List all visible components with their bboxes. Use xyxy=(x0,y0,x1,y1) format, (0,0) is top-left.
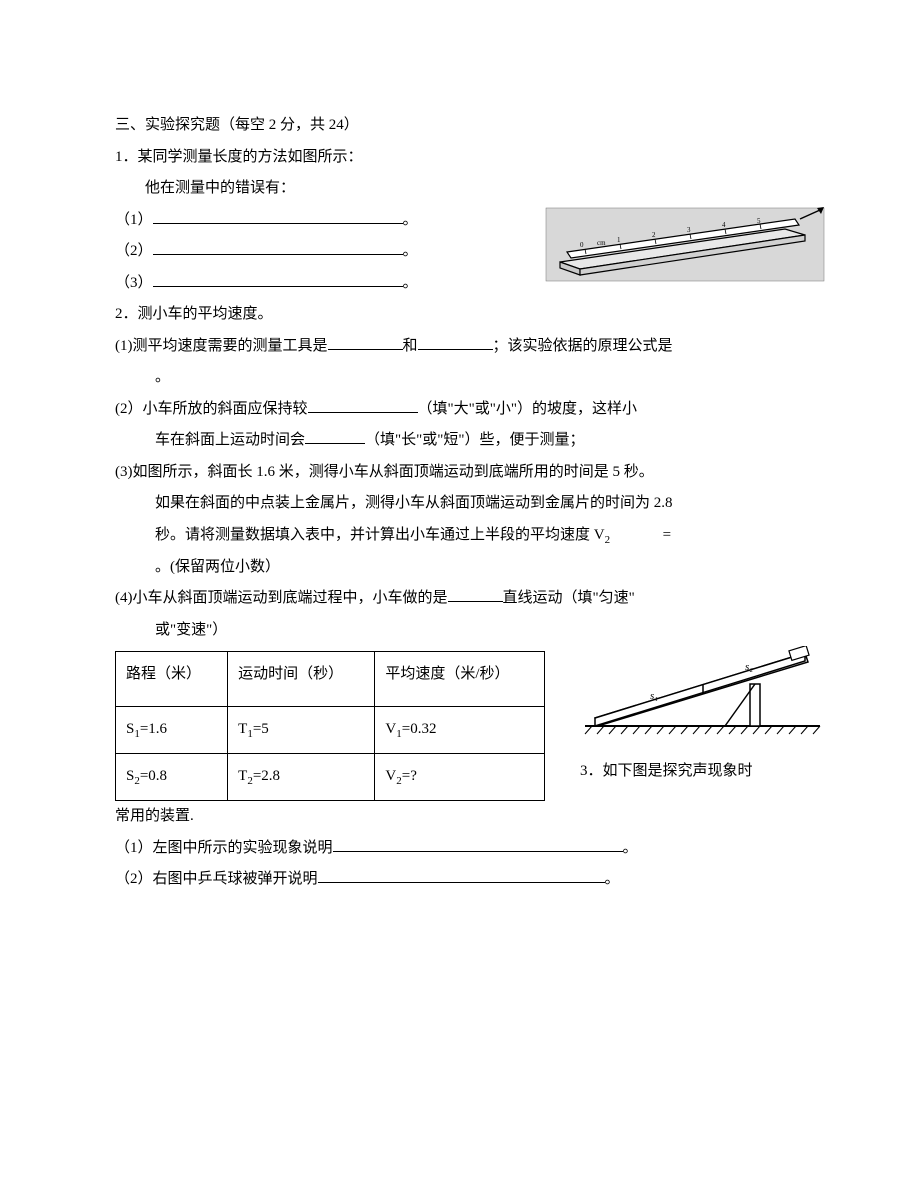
q2-sub3-eq: = xyxy=(663,527,671,543)
blank-fill[interactable] xyxy=(153,209,403,224)
q1-item2-label: （2） xyxy=(115,243,153,259)
q2-sub3-line3a: 秒。请将测量数据填入表中，并计算出小车通过上半段的平均速度 V xyxy=(155,527,605,543)
question-1: 1．某同学测量长度的方法如图所示： 他在测量中的错误有： （1） 。 （2） 。 （… xyxy=(115,142,805,300)
svg-text:1: 1 xyxy=(617,236,621,244)
q2-sub3-line1: (3)如图所示，斜面长 1.6 米，测得小车从斜面顶端运动到底端所用的时间是 5… xyxy=(115,457,805,489)
q2-sub2-line2b: （填"长"或"短"）些，便于测量； xyxy=(365,432,585,448)
cell-t2: T2=2.8 xyxy=(228,754,375,801)
q2-sub4-line2: 或"变速"） xyxy=(115,615,805,647)
table-header-row: 路程（米） 运动时间（秒） 平均速度（米/秒） xyxy=(116,652,545,707)
cell-v1: V1=0.32 xyxy=(375,707,545,754)
blank-fill[interactable] xyxy=(448,587,503,602)
q2-v2-sub: 2 xyxy=(605,534,611,546)
section-title: 三、实验探究题（每空 2 分，共 24） xyxy=(115,110,805,142)
period: 。 xyxy=(403,212,418,228)
table-header-time: 运动时间（秒） xyxy=(228,652,375,707)
q2-sub2-a: (2）小车所放的斜面应保持较 xyxy=(115,401,308,417)
q3-sub1: （1）左图中所示的实验现象说明 。 xyxy=(115,833,805,865)
data-table: 路程（米） 运动时间（秒） 平均速度（米/秒） S1=1.6 T1=5 V1=0… xyxy=(115,651,545,801)
svg-text:s₁: s₁ xyxy=(650,690,658,702)
svg-text:cm: cm xyxy=(597,239,606,247)
blank-fill[interactable] xyxy=(305,429,365,444)
q3-sub1-a: （1）左图中所示的实验现象说明 xyxy=(115,840,333,856)
table-row: S2=0.8 T2=2.8 V2=? xyxy=(116,754,545,801)
q2-sub2-b: （填"大"或"小"）的坡度，这样小 xyxy=(418,401,638,417)
q1-item3-label: （3） xyxy=(115,275,153,291)
q1-item1-label: （1） xyxy=(115,212,153,228)
q2-sub1-end: 。 xyxy=(115,362,805,394)
q2-sub3-line3: 秒。请将测量数据填入表中，并计算出小车通过上半段的平均速度 V2 = xyxy=(115,520,805,552)
q3-sub2-a: （2）右图中乒乓球被弹开说明 xyxy=(115,871,318,887)
svg-text:4: 4 xyxy=(722,221,726,229)
q2-sub4-a: (4)小车从斜面顶端运动到底端过程中，小车做的是 xyxy=(115,590,448,606)
blank-fill[interactable] xyxy=(325,868,605,883)
svg-text:5: 5 xyxy=(757,217,761,225)
period: 。 xyxy=(403,275,418,291)
period: 。 xyxy=(403,243,418,259)
cell-t1: T1=5 xyxy=(228,707,375,754)
cell-v2: V2=? xyxy=(375,754,545,801)
q1-intro: 1．某同学测量长度的方法如图所示： xyxy=(115,142,805,174)
table-header-speed: 平均速度（米/秒） xyxy=(375,652,545,707)
q2-sub1-a: (1)测平均速度需要的测量工具是 xyxy=(115,338,328,354)
q3-sub2-end: 。 xyxy=(605,871,620,887)
q2-sub1-c: ；该实验依据的原理公式是 xyxy=(493,338,673,354)
table-ramp-container: 路程（米） 运动时间（秒） 平均速度（米/秒） S1=1.6 T1=5 V1=0… xyxy=(115,651,805,801)
q1-sub-intro: 他在测量中的错误有： xyxy=(115,173,805,205)
svg-text:3: 3 xyxy=(687,226,691,234)
blank-fill[interactable] xyxy=(328,335,403,350)
q2-sub1: (1)测平均速度需要的测量工具是 和 ；该实验依据的原理公式是 xyxy=(115,331,805,363)
table-row: S1=1.6 T1=5 V1=0.32 xyxy=(116,707,545,754)
blank-fill[interactable] xyxy=(333,837,623,852)
question-2: 2．测小车的平均速度。 (1)测平均速度需要的测量工具是 和 ；该实验依据的原理公式… xyxy=(115,299,805,801)
blank-fill[interactable] xyxy=(308,398,418,413)
q2-sub2: (2）小车所放的斜面应保持较 （填"大"或"小"）的坡度，这样小 xyxy=(115,394,805,426)
q2-sub1-b: 和 xyxy=(403,338,418,354)
svg-text:2: 2 xyxy=(652,231,656,239)
ramp-diagram: s₁ s₂ xyxy=(580,646,825,741)
cell-s2: S2=0.8 xyxy=(116,754,228,801)
q3-intro-b: 常用的装置. xyxy=(115,801,805,833)
q2-sub2-line2: 车在斜面上运动时间会 （填"长"或"短"）些，便于测量； xyxy=(115,425,805,457)
q2-sub3-line2: 如果在斜面的中点装上金属片，测得小车从斜面顶端运动到金属片的时间为 2.8 xyxy=(115,488,805,520)
q3-intro-a: 3．如下图是探究声现象时 xyxy=(580,756,825,788)
dot-underline xyxy=(318,868,325,883)
cell-s1: S1=1.6 xyxy=(116,707,228,754)
document-content: 三、实验探究题（每空 2 分，共 24） 1．某同学测量长度的方法如图所示： 他… xyxy=(115,110,805,896)
blank-fill[interactable] xyxy=(153,272,403,287)
q2-sub4-b: 直线运动（填"匀速" xyxy=(503,590,635,606)
q2-sub4: (4)小车从斜面顶端运动到底端过程中，小车做的是 直线运动（填"匀速" xyxy=(115,583,805,615)
svg-text:0: 0 xyxy=(580,241,584,249)
q2-sub3-line4: 。(保留两位小数） xyxy=(115,552,805,584)
q3-sub1-end: 。 xyxy=(623,840,638,856)
table-header-path: 路程（米） xyxy=(116,652,228,707)
svg-text:s₂: s₂ xyxy=(745,661,753,673)
ruler-diagram: 0 cm 1 2 3 4 5 xyxy=(545,207,825,282)
q3-sub2: （2）右图中乒乓球被弹开说明 。 xyxy=(115,864,805,896)
q2-sub2-line2a: 车在斜面上运动时间会 xyxy=(155,432,305,448)
q2-title: 2．测小车的平均速度。 xyxy=(115,299,805,331)
blank-fill[interactable] xyxy=(153,240,403,255)
blank-fill[interactable] xyxy=(418,335,493,350)
